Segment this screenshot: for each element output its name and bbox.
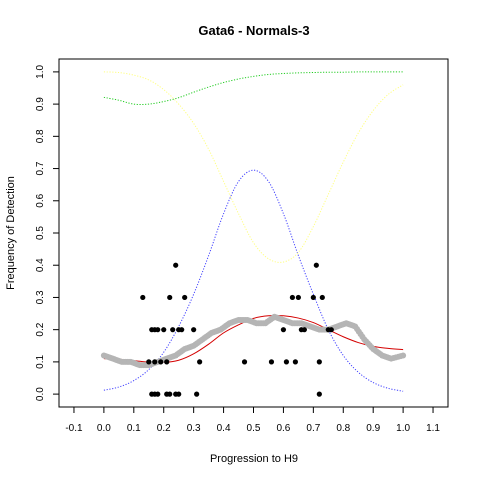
data-point bbox=[155, 391, 161, 397]
data-point bbox=[158, 359, 164, 365]
data-point bbox=[292, 359, 298, 365]
data-point bbox=[301, 327, 307, 333]
x-tick-label: 0.1 bbox=[127, 423, 141, 434]
data-point bbox=[146, 359, 152, 365]
y-tick-label: 0.6 bbox=[35, 193, 46, 207]
x-tick-label: 0.6 bbox=[276, 423, 290, 434]
curves-layer bbox=[103, 71, 404, 392]
y-tick-label: 0.8 bbox=[35, 129, 46, 143]
data-point bbox=[316, 359, 322, 365]
y-tick-label: 0.4 bbox=[35, 258, 46, 272]
x-tick-label: 0.8 bbox=[336, 423, 350, 434]
data-point bbox=[152, 359, 158, 365]
data-point bbox=[182, 294, 188, 301]
x-tick-label: 1.0 bbox=[396, 423, 410, 434]
green-dotted-curve bbox=[103, 71, 404, 106]
y-tick-label: 0.3 bbox=[35, 290, 46, 304]
x-axis: -0.1 0.0 0.1 0.2 0.3 0.4 0.5 0.6 0.7 0.8 0.9 1.0 1.1 bbox=[65, 407, 440, 434]
x-tick-label: 0.0 bbox=[97, 423, 111, 434]
data-point bbox=[173, 262, 179, 268]
x-tick-label: 0.2 bbox=[157, 423, 171, 434]
data-point bbox=[268, 359, 275, 365]
y-axis-label: Frequency of Detection bbox=[5, 176, 17, 290]
data-point bbox=[295, 294, 301, 301]
x-tick-label: 0.5 bbox=[247, 423, 261, 434]
x-tick-label: 0.4 bbox=[217, 423, 231, 434]
x-tick-label: -0.1 bbox=[65, 423, 83, 434]
data-point bbox=[197, 359, 203, 365]
y-tick-label: 0.2 bbox=[35, 322, 46, 336]
data-point bbox=[167, 391, 173, 397]
smoothed-point bbox=[386, 355, 393, 362]
chart-title: Gata6 - Normals-3 bbox=[198, 23, 309, 38]
data-point bbox=[140, 294, 146, 301]
x-tick-label: 0.9 bbox=[366, 423, 380, 434]
data-point bbox=[289, 294, 295, 301]
plot-frame bbox=[58, 58, 449, 408]
data-point bbox=[194, 391, 200, 397]
data-point bbox=[283, 359, 290, 365]
data-point bbox=[280, 327, 287, 333]
smoothed-point bbox=[397, 353, 404, 360]
x-tick-label: 1.1 bbox=[426, 423, 440, 434]
data-point bbox=[191, 327, 197, 333]
observed-points-layer bbox=[140, 262, 334, 397]
y-tick-label: 0.0 bbox=[35, 387, 46, 401]
y-axis: 0.0 0.1 0.2 0.3 0.4 0.5 0.6 0.7 0.8 0.9 1.0 bbox=[35, 65, 59, 401]
data-point bbox=[161, 327, 167, 333]
y-tick-label: 0.7 bbox=[35, 161, 46, 175]
y-tick-label: 0.5 bbox=[35, 226, 46, 240]
data-point bbox=[167, 294, 173, 301]
y-tick-label: 0.9 bbox=[35, 97, 46, 111]
x-tick-label: 0.3 bbox=[187, 423, 201, 434]
data-point bbox=[316, 391, 322, 397]
x-tick-label: 0.7 bbox=[306, 423, 320, 434]
data-point bbox=[164, 359, 170, 365]
yellow-dotted-curve bbox=[103, 71, 404, 263]
smoothed-points-layer bbox=[100, 313, 407, 369]
data-point bbox=[155, 327, 161, 333]
smoothed-point bbox=[359, 333, 366, 340]
data-point bbox=[310, 294, 316, 301]
data-point bbox=[170, 327, 176, 333]
data-point bbox=[176, 391, 182, 397]
y-tick-label: 0.1 bbox=[35, 355, 46, 369]
y-tick-label: 1.0 bbox=[35, 65, 46, 79]
blue-dotted-curve bbox=[103, 169, 404, 392]
data-point bbox=[313, 262, 319, 268]
data-point bbox=[179, 327, 185, 333]
data-point bbox=[328, 327, 334, 333]
x-axis-label: Progression to H9 bbox=[210, 453, 298, 465]
data-point bbox=[319, 294, 325, 301]
data-point bbox=[241, 359, 248, 365]
